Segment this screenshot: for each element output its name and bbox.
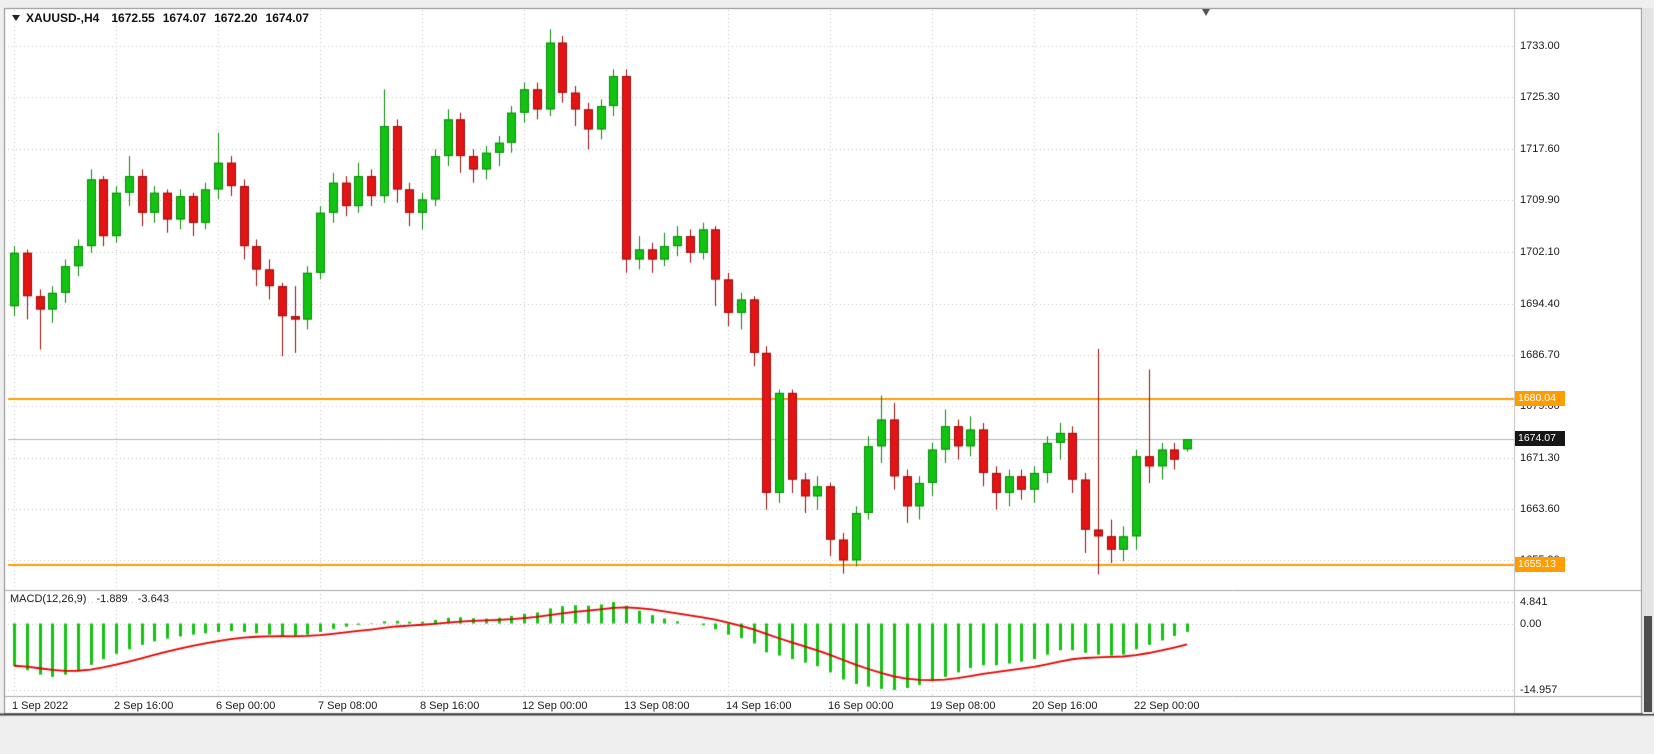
price-axis-label: 1725.30 [1520,91,1560,104]
price-axis-label: 1663.60 [1520,502,1560,515]
price-axis-label: 1702.10 [1520,246,1560,259]
time-axis-label: 19 Sep 08:00 [930,700,996,712]
symbol-timeframe-label: XAUUSD-,H4 [26,11,100,25]
price-axis-label: 1686.70 [1520,348,1560,361]
time-axis-label: 14 Sep 16:00 [726,700,792,712]
hline-price-tag[interactable]: 1655.13 [1515,557,1565,573]
time-axis-label: 6 Sep 00:00 [216,700,276,712]
high-value: 1674.07 [162,11,207,25]
price-axis-label: 1709.90 [1520,194,1560,207]
time-axis-label: 20 Sep 16:00 [1032,700,1098,712]
price-axis-label: 1694.40 [1520,297,1560,310]
vertical-scrollbar[interactable] [1643,8,1653,714]
close-value: 1674.07 [265,11,309,25]
macd-name: MACD(12,26,9) [10,593,87,605]
time-axis-label: 1 Sep 2022 [12,700,69,712]
scrollbar-thumb[interactable] [1644,616,1652,712]
chart-ohlc-info: XAUUSD-,H4 1672.55 1674.07 1672.20 1674.… [12,11,317,25]
symbol-dropdown-icon[interactable] [12,15,20,21]
macd-indicator-label: MACD(12,26,9) -1.889 -3.643 [10,593,176,605]
indicator-axis-label: 4.841 [1520,596,1548,608]
current-price-tag: 1674.07 [1515,431,1565,447]
indicator-axis-label: -14.957 [1520,684,1558,696]
time-axis-label: 22 Sep 00:00 [1134,700,1200,712]
price-axis-label: 1671.30 [1520,451,1560,464]
indicator-axis-label: 0.00 [1520,617,1542,630]
time-axis-label: 13 Sep 08:00 [624,700,690,712]
macd-main-value: -1.889 [96,593,128,605]
chart-shift-icon[interactable] [1202,9,1210,16]
macd-signal-value: -3.643 [137,593,169,605]
time-axis-label: 16 Sep 00:00 [828,700,894,712]
price-axis-label: 1717.60 [1520,142,1560,155]
time-axis-label: 12 Sep 00:00 [522,700,588,712]
hline-price-tag[interactable]: 1680.04 [1515,391,1565,407]
time-axis-label: 2 Sep 16:00 [114,700,174,712]
low-value: 1672.20 [214,11,258,25]
time-axis-label: 7 Sep 08:00 [318,700,378,712]
open-value: 1672.55 [111,11,155,25]
time-axis-label: 8 Sep 16:00 [420,700,480,712]
price-axis-label: 1733.00 [1520,40,1560,52]
